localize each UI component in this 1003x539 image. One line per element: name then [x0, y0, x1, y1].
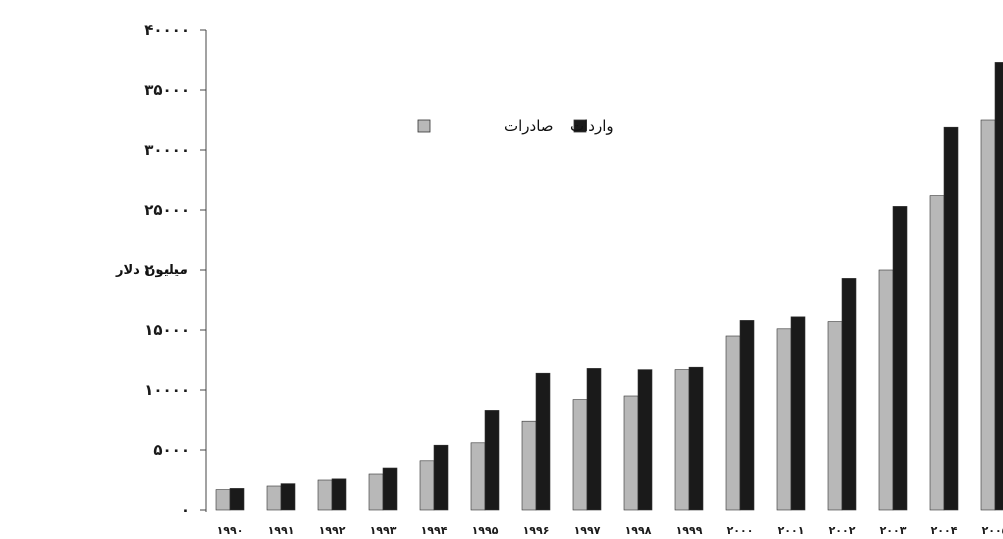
imports-bar — [688, 366, 704, 511]
x-tick-label: ۲۰۰۰ — [727, 524, 754, 537]
imports-bar — [331, 478, 347, 511]
imports-bar — [433, 444, 449, 511]
x-tick-label: ۲۰۰۳ — [880, 524, 907, 537]
legend-label-imports: واردات — [570, 117, 614, 135]
x-tick-label: ۱۹۹۹ — [676, 524, 703, 537]
exports-bar — [776, 328, 792, 511]
imports-bar — [382, 467, 398, 511]
x-tick-label: ۱۹۹۳ — [370, 524, 397, 537]
exports-bar — [215, 489, 231, 511]
y-tick-label: ۱۵۰۰۰ — [144, 321, 190, 339]
y-tick-label: ۲۰۰۰۰ — [144, 261, 190, 279]
imports-bar — [484, 410, 500, 511]
bars — [215, 62, 1003, 511]
exports-bar — [725, 335, 741, 511]
exports-bar — [827, 321, 843, 511]
x-tick-label: ۲۰۰۴ — [931, 524, 958, 537]
y-tick-label: ۰ — [181, 501, 190, 519]
imports-bar — [841, 278, 857, 511]
imports-bar — [739, 320, 755, 511]
exports-bar — [980, 119, 996, 511]
x-tick-label: ۱۹۹۵ — [472, 524, 499, 537]
x-tick-label: ۱۹۹۸ — [625, 524, 652, 537]
exports-bar — [266, 485, 282, 511]
exports-bar — [419, 460, 435, 511]
exports-bar — [521, 420, 537, 511]
legend-swatch-exports — [417, 119, 431, 133]
legend-swatch-imports — [573, 119, 587, 133]
x-tick-label: ۲۰۰۲ — [829, 524, 856, 537]
imports-bar — [280, 483, 296, 511]
x-axis: ۱۹۹۰ ۱۹۹۱ ۱۹۹۲ ۱۹۹۳ ۱۹۹۴ ۱۹۹۵ ۱۹۹۶ ۱۹۹۷ ۱۹۹۸ ۱۹۹۹… — [217, 524, 1003, 537]
imports-bar — [943, 126, 959, 511]
exports-bar — [572, 399, 588, 511]
imports-bar — [994, 62, 1003, 511]
imports-bar — [790, 316, 806, 511]
y-axis-label: میلیون دلار — [115, 263, 188, 278]
exports-bar — [878, 269, 894, 511]
x-tick-label: ۱۹۹۲ — [319, 524, 346, 537]
exports-bar — [470, 442, 486, 511]
exports-bar — [623, 395, 639, 511]
imports-bar — [637, 369, 653, 511]
y-axis: ۰ ۵۰۰۰ ۱۰۰۰۰ ۱۵۰۰۰ ۲۰۰۰۰ ۲۵۰۰۰ ۳۰۰۰۰ ۳۵۰۰۰ ۴۰۰۰۰ — [144, 21, 206, 519]
x-tick-label: ۱۹۹۷ — [574, 524, 601, 537]
y-tick-label: ۳۰۰۰۰ — [144, 141, 190, 159]
exports-bar — [317, 479, 333, 511]
imports-bar — [892, 206, 908, 511]
x-tick-label: ۲۰۰۵ — [982, 524, 1003, 537]
legend-label-exports: صادرات — [504, 117, 554, 135]
legend: واردات صادرات — [417, 117, 614, 135]
imports-bar — [229, 488, 245, 511]
x-tick-label: ۱۹۹۶ — [523, 524, 550, 537]
x-tick-label: ۱۹۹۰ — [217, 524, 244, 537]
y-tick-label: ۴۰۰۰۰ — [144, 21, 190, 39]
x-tick-label: ۱۹۹۴ — [421, 524, 448, 537]
y-tick-label: ۲۵۰۰۰ — [144, 201, 190, 219]
x-tick-label: ۲۰۰۱ — [778, 524, 805, 537]
exports-bar — [674, 369, 690, 511]
x-tick-label: ۱۹۹۱ — [268, 524, 295, 537]
imports-bar — [586, 368, 602, 511]
y-tick-label: ۵۰۰۰ — [153, 441, 190, 459]
y-tick-label: ۳۵۰۰۰ — [144, 81, 190, 99]
imports-bar — [535, 372, 551, 511]
exports-bar — [929, 195, 945, 511]
exports-bar — [368, 473, 384, 511]
y-tick-label: ۱۰۰۰۰ — [144, 381, 190, 399]
